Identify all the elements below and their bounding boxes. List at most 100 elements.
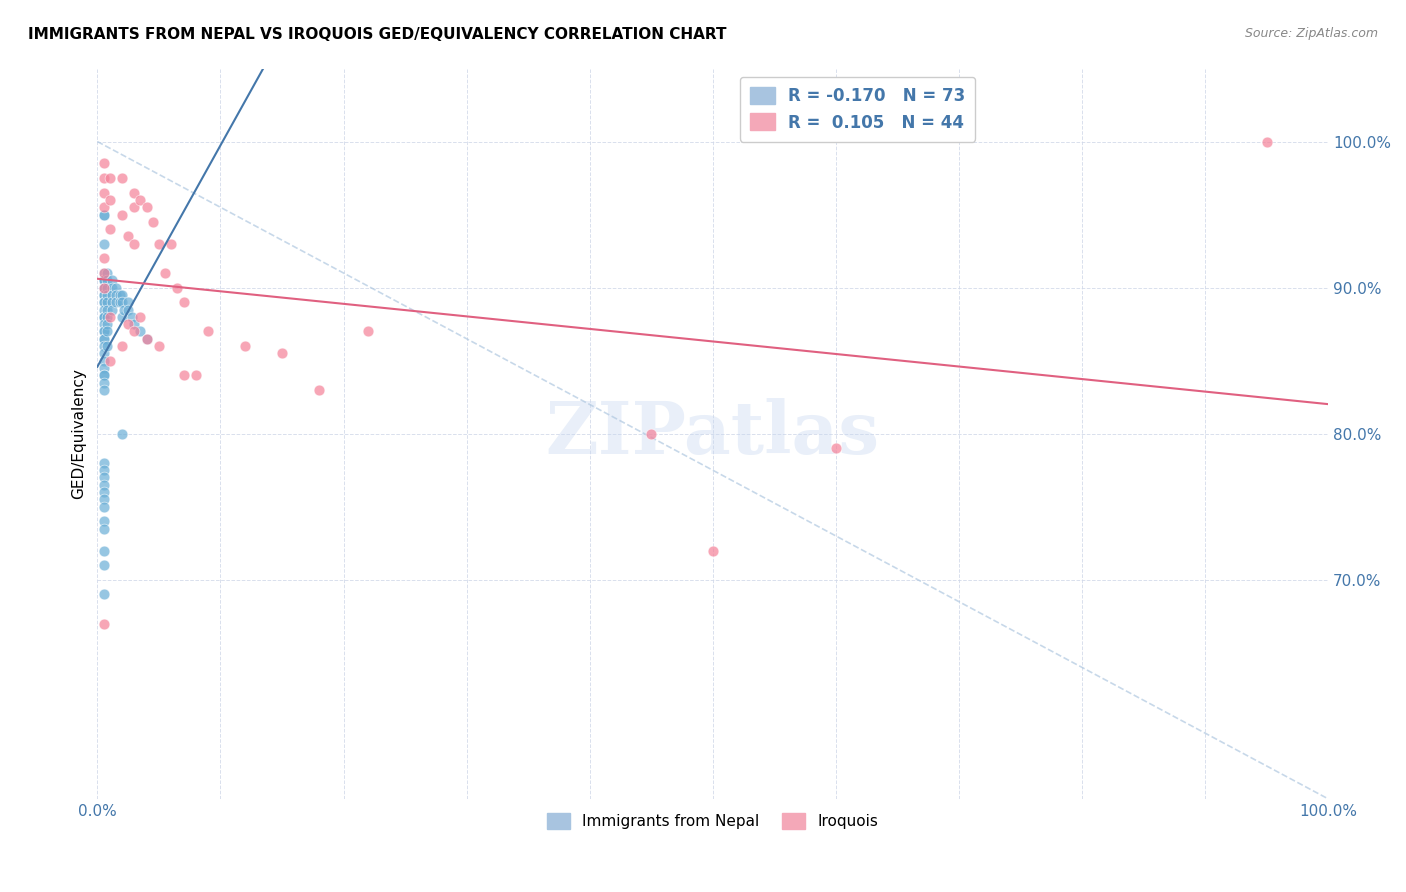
Point bbox=[117, 295, 139, 310]
Point bbox=[96, 325, 118, 339]
Point bbox=[93, 156, 115, 170]
Point bbox=[96, 302, 118, 317]
Point bbox=[93, 208, 115, 222]
Point bbox=[135, 332, 157, 346]
Point bbox=[93, 485, 115, 500]
Point bbox=[98, 193, 121, 207]
Point bbox=[124, 200, 146, 214]
Point bbox=[640, 426, 662, 441]
Point bbox=[93, 383, 115, 397]
Point bbox=[93, 339, 115, 353]
Point bbox=[93, 456, 115, 470]
Point bbox=[166, 280, 188, 294]
Point bbox=[111, 171, 134, 186]
Point bbox=[357, 325, 380, 339]
Point bbox=[98, 222, 121, 236]
Point bbox=[148, 236, 170, 251]
Point bbox=[93, 280, 115, 294]
Point bbox=[93, 360, 115, 375]
Point bbox=[96, 317, 118, 331]
Point bbox=[93, 368, 115, 383]
Point bbox=[271, 346, 294, 360]
Point bbox=[111, 208, 134, 222]
Point bbox=[108, 288, 131, 302]
Point bbox=[702, 543, 724, 558]
Point bbox=[117, 229, 139, 244]
Point bbox=[93, 353, 115, 368]
Point bbox=[93, 310, 115, 324]
Point bbox=[124, 325, 146, 339]
Point bbox=[98, 353, 121, 368]
Point bbox=[96, 339, 118, 353]
Point bbox=[98, 171, 121, 186]
Point bbox=[104, 280, 127, 294]
Point bbox=[173, 295, 195, 310]
Point bbox=[93, 266, 115, 280]
Point bbox=[93, 470, 115, 484]
Point bbox=[124, 236, 146, 251]
Point bbox=[93, 325, 115, 339]
Text: IMMIGRANTS FROM NEPAL VS IROQUOIS GED/EQUIVALENCY CORRELATION CHART: IMMIGRANTS FROM NEPAL VS IROQUOIS GED/EQ… bbox=[28, 27, 727, 42]
Point bbox=[111, 426, 134, 441]
Point bbox=[93, 310, 115, 324]
Point bbox=[96, 295, 118, 310]
Point bbox=[93, 200, 115, 214]
Point bbox=[824, 442, 846, 456]
Point bbox=[93, 558, 115, 573]
Point bbox=[93, 295, 115, 310]
Point bbox=[148, 339, 170, 353]
Point bbox=[93, 463, 115, 477]
Point bbox=[129, 193, 152, 207]
Point bbox=[93, 368, 115, 383]
Point bbox=[93, 273, 115, 287]
Point bbox=[153, 266, 176, 280]
Point bbox=[135, 332, 157, 346]
Point bbox=[93, 273, 115, 287]
Point bbox=[104, 288, 127, 302]
Point bbox=[1256, 135, 1278, 149]
Point bbox=[104, 295, 127, 310]
Point bbox=[117, 317, 139, 331]
Point bbox=[93, 543, 115, 558]
Point bbox=[129, 325, 152, 339]
Point bbox=[98, 310, 121, 324]
Point bbox=[93, 332, 115, 346]
Point bbox=[93, 171, 115, 186]
Point bbox=[93, 500, 115, 514]
Point bbox=[93, 252, 115, 266]
Point bbox=[184, 368, 207, 383]
Point bbox=[93, 280, 115, 294]
Point bbox=[96, 266, 118, 280]
Point bbox=[93, 288, 115, 302]
Point bbox=[173, 368, 195, 383]
Point bbox=[93, 317, 115, 331]
Point bbox=[96, 280, 118, 294]
Point bbox=[121, 310, 143, 324]
Point bbox=[129, 310, 152, 324]
Point bbox=[101, 280, 124, 294]
Point bbox=[111, 339, 134, 353]
Point bbox=[96, 288, 118, 302]
Point bbox=[160, 236, 183, 251]
Text: Source: ZipAtlas.com: Source: ZipAtlas.com bbox=[1244, 27, 1378, 40]
Point bbox=[93, 587, 115, 601]
Point bbox=[101, 288, 124, 302]
Point bbox=[93, 266, 115, 280]
Point bbox=[93, 346, 115, 360]
Point bbox=[93, 514, 115, 528]
Point bbox=[93, 288, 115, 302]
Legend: Immigrants from Nepal, Iroquois: Immigrants from Nepal, Iroquois bbox=[541, 806, 884, 835]
Point bbox=[93, 236, 115, 251]
Point bbox=[93, 522, 115, 536]
Point bbox=[308, 383, 330, 397]
Point bbox=[93, 273, 115, 287]
Point bbox=[93, 208, 115, 222]
Point bbox=[233, 339, 256, 353]
Point bbox=[93, 310, 115, 324]
Point bbox=[96, 273, 118, 287]
Point bbox=[93, 302, 115, 317]
Text: ZIPatlas: ZIPatlas bbox=[546, 398, 880, 469]
Point bbox=[111, 310, 134, 324]
Point bbox=[135, 200, 157, 214]
Point bbox=[197, 325, 219, 339]
